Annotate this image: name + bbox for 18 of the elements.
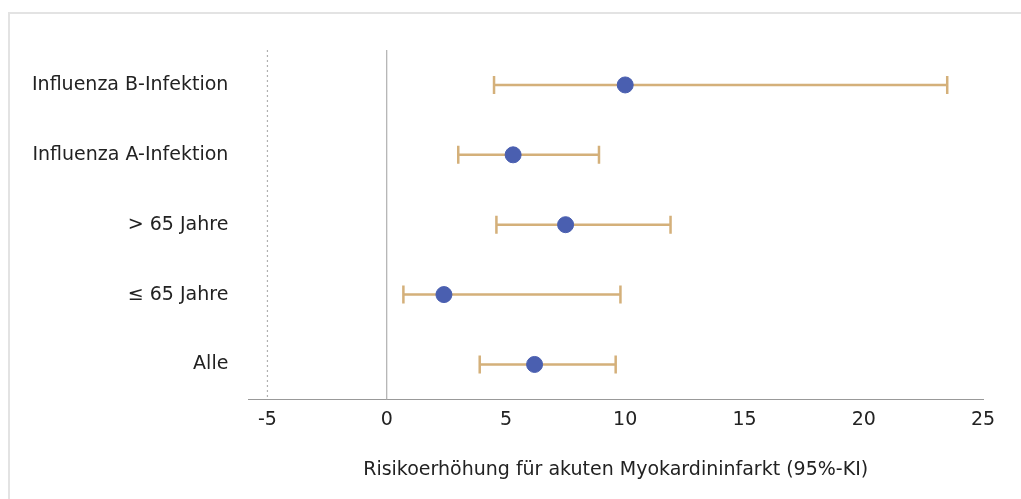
point	[557, 216, 575, 234]
x-tick-label: 0	[380, 406, 393, 429]
point	[616, 76, 634, 94]
point	[504, 146, 522, 164]
y-tick-label: Influenza B-Infektion	[32, 71, 229, 94]
y-tick-label: ≤ 65 Jahre	[127, 281, 229, 304]
x-tick-label: 10	[613, 406, 638, 429]
x-tick-label: 5	[499, 406, 512, 429]
point	[435, 286, 453, 304]
point	[526, 355, 544, 373]
x-tick-label: 20	[851, 406, 876, 429]
x-tick-label: 25	[970, 406, 996, 429]
y-tick-label: Alle	[193, 351, 229, 374]
x-axis-title: Risikoerhöhung für akuten Myokardininfarkt (95%-KI)	[363, 456, 869, 479]
x-tick-label: -5	[257, 406, 277, 429]
y-tick-label: > 65 Jahre	[127, 211, 229, 234]
x-tick-label: 15	[732, 406, 757, 429]
y-tick-label: Influenza A-Infektion	[32, 141, 229, 164]
